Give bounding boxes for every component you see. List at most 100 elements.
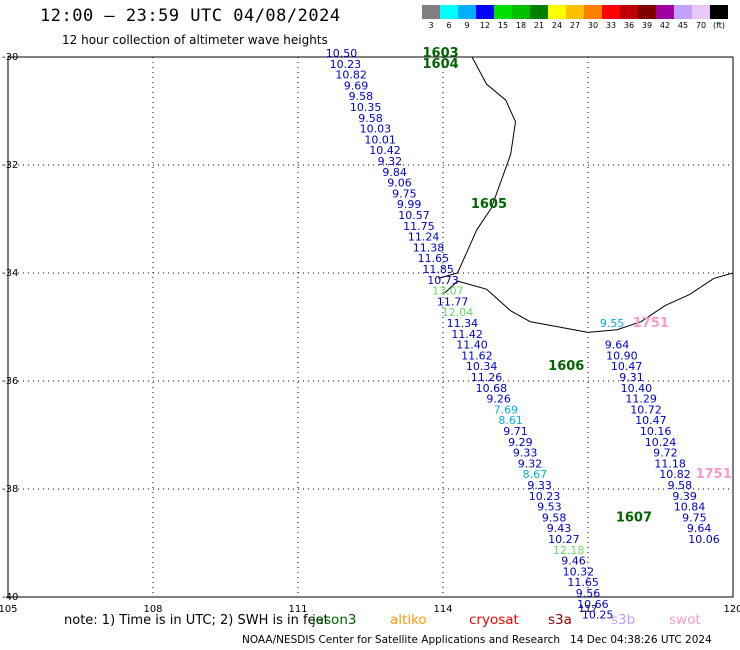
y-tick-label: -36	[2, 376, 18, 387]
track-a-value: 10.23	[529, 490, 561, 503]
track-b-value: 9.39	[672, 490, 697, 503]
colorbar-swatch	[638, 5, 656, 19]
y-tick-label: -40	[2, 592, 18, 603]
x-tick-label: 120	[723, 604, 740, 615]
track-a-value: 10.73	[427, 274, 459, 287]
colorbar-label: 30	[587, 21, 599, 30]
track-a-value: 9.58	[542, 511, 567, 524]
track-a-value: 9.75	[392, 187, 417, 200]
track-a-value: 9.32	[378, 155, 403, 168]
colorbar-swatch	[476, 5, 494, 19]
track-a-pass-label: 1605	[471, 197, 507, 212]
colorbar-label: 3	[428, 21, 434, 30]
track-a-value: 9.71	[503, 425, 528, 438]
track-b-pass-label: 1751	[696, 467, 732, 482]
colorbar-label: 18	[515, 21, 527, 30]
x-tick-label: 105	[0, 604, 18, 615]
x-tick-label: 114	[433, 604, 452, 615]
track-a-value: 11.85	[422, 263, 454, 276]
track-b-value: 10.82	[659, 468, 691, 481]
colorbar-label: (ft)	[712, 21, 726, 30]
track-a-value: 12.18	[553, 544, 585, 557]
colorbar-swatch	[710, 5, 728, 19]
track-a-value: 11.65	[418, 252, 450, 265]
track-a-value: 10.25	[582, 609, 614, 622]
mission-s3a: s3a	[548, 612, 572, 628]
track-a-pass-label: 1603	[422, 46, 458, 61]
colorbar-swatch	[440, 5, 458, 19]
colorbar-swatch	[566, 5, 584, 19]
colorbar-swatch	[620, 5, 638, 19]
colorbar-label: 42	[659, 21, 671, 30]
track-b-value: 10.16	[640, 425, 672, 438]
track-a-value: 10.57	[398, 209, 430, 222]
track-a-value: 10.01	[364, 133, 396, 146]
track-a-value: 11.42	[451, 328, 483, 341]
page-subtitle: 12 hour collection of altimeter wave hei…	[62, 33, 328, 47]
track-a-value: 10.82	[335, 69, 367, 82]
track-a-value: 10.34	[466, 360, 498, 373]
track-a-value: 8.61	[498, 414, 523, 427]
track-a-value: 11.26	[471, 371, 503, 384]
track-a-value: 9.29	[508, 436, 533, 449]
track-a-value: 9.69	[344, 79, 369, 92]
track-b-value: 10.24	[645, 436, 677, 449]
mission-altiko: altiko	[390, 612, 427, 628]
colorbar-label: 27	[569, 21, 581, 30]
track-a-value: 10.32	[563, 565, 595, 578]
mission-jason3: jason3	[312, 612, 357, 628]
track-a-value: 9.84	[382, 166, 407, 179]
track-a-value: 9.33	[513, 447, 538, 460]
track-b-value: 10.84	[674, 501, 706, 514]
colorbar-swatch	[674, 5, 692, 19]
colorbar-swatch	[602, 5, 620, 19]
colorbar	[422, 5, 728, 19]
track-b-value: 11.29	[625, 393, 657, 406]
colorbar-swatch	[656, 5, 674, 19]
y-tick-label: -34	[2, 268, 18, 279]
track-a-value: 10.42	[369, 144, 401, 157]
y-tick-label: -32	[2, 160, 18, 171]
track-a-value: 9.58	[358, 112, 383, 125]
colorbar-label: 33	[605, 21, 617, 30]
track-a-value: 10.23	[330, 58, 362, 71]
colorbar-label: 21	[533, 21, 545, 30]
track-a-value: 10.66	[577, 598, 609, 611]
track-a-value: 12.04	[442, 306, 474, 319]
track-b-value: 10.40	[621, 382, 653, 395]
track-a-pass-label: 1606	[548, 359, 584, 374]
track-a-value: 11.34	[447, 317, 479, 330]
track-b-value: 9.75	[682, 511, 707, 524]
colorbar-labels: 3 6 9 12 15 18 21 24 27 30 33 36 39 42 45 70 (ft)	[422, 21, 732, 33]
track-a-pass-label: 1607	[616, 510, 652, 525]
track-a-value: 8.67	[523, 468, 548, 481]
track-b-value: 11.18	[654, 457, 686, 470]
track-a-value: 13.07	[432, 285, 464, 298]
page-title: 12:00 — 23:59 UTC 04/08/2024	[40, 6, 341, 26]
colorbar-label: 6	[446, 21, 452, 30]
colorbar-label: 70	[695, 21, 707, 30]
colorbar-label: 45	[677, 21, 689, 30]
track-a-value: 9.06	[387, 177, 412, 190]
track-a-value: 11.65	[567, 576, 599, 589]
track-a-value: 10.50	[326, 47, 358, 60]
coastline-south	[442, 272, 734, 333]
track-b-value: 9.55	[600, 317, 625, 330]
colorbar-swatch	[548, 5, 566, 19]
track-a-value: 10.03	[360, 123, 392, 136]
track-a-value: 10.27	[548, 533, 580, 546]
colorbar-swatch	[458, 5, 476, 19]
track-a-value: 9.56	[576, 587, 601, 600]
track-b-value: 10.72	[630, 403, 662, 416]
track-a-value: 7.69	[494, 403, 519, 416]
track-a-value: 9.26	[486, 393, 511, 406]
track-a-value: 10.35	[350, 101, 382, 114]
colorbar-swatch	[530, 5, 548, 19]
colorbar-label: 12	[479, 21, 491, 30]
mission-s3b: s3b	[611, 612, 636, 628]
track-a-value: 9.33	[527, 479, 552, 492]
footer-credit: NOAA/NESDIS Center for Satellite Applica…	[242, 634, 712, 646]
track-b-value: 9.72	[653, 447, 678, 460]
